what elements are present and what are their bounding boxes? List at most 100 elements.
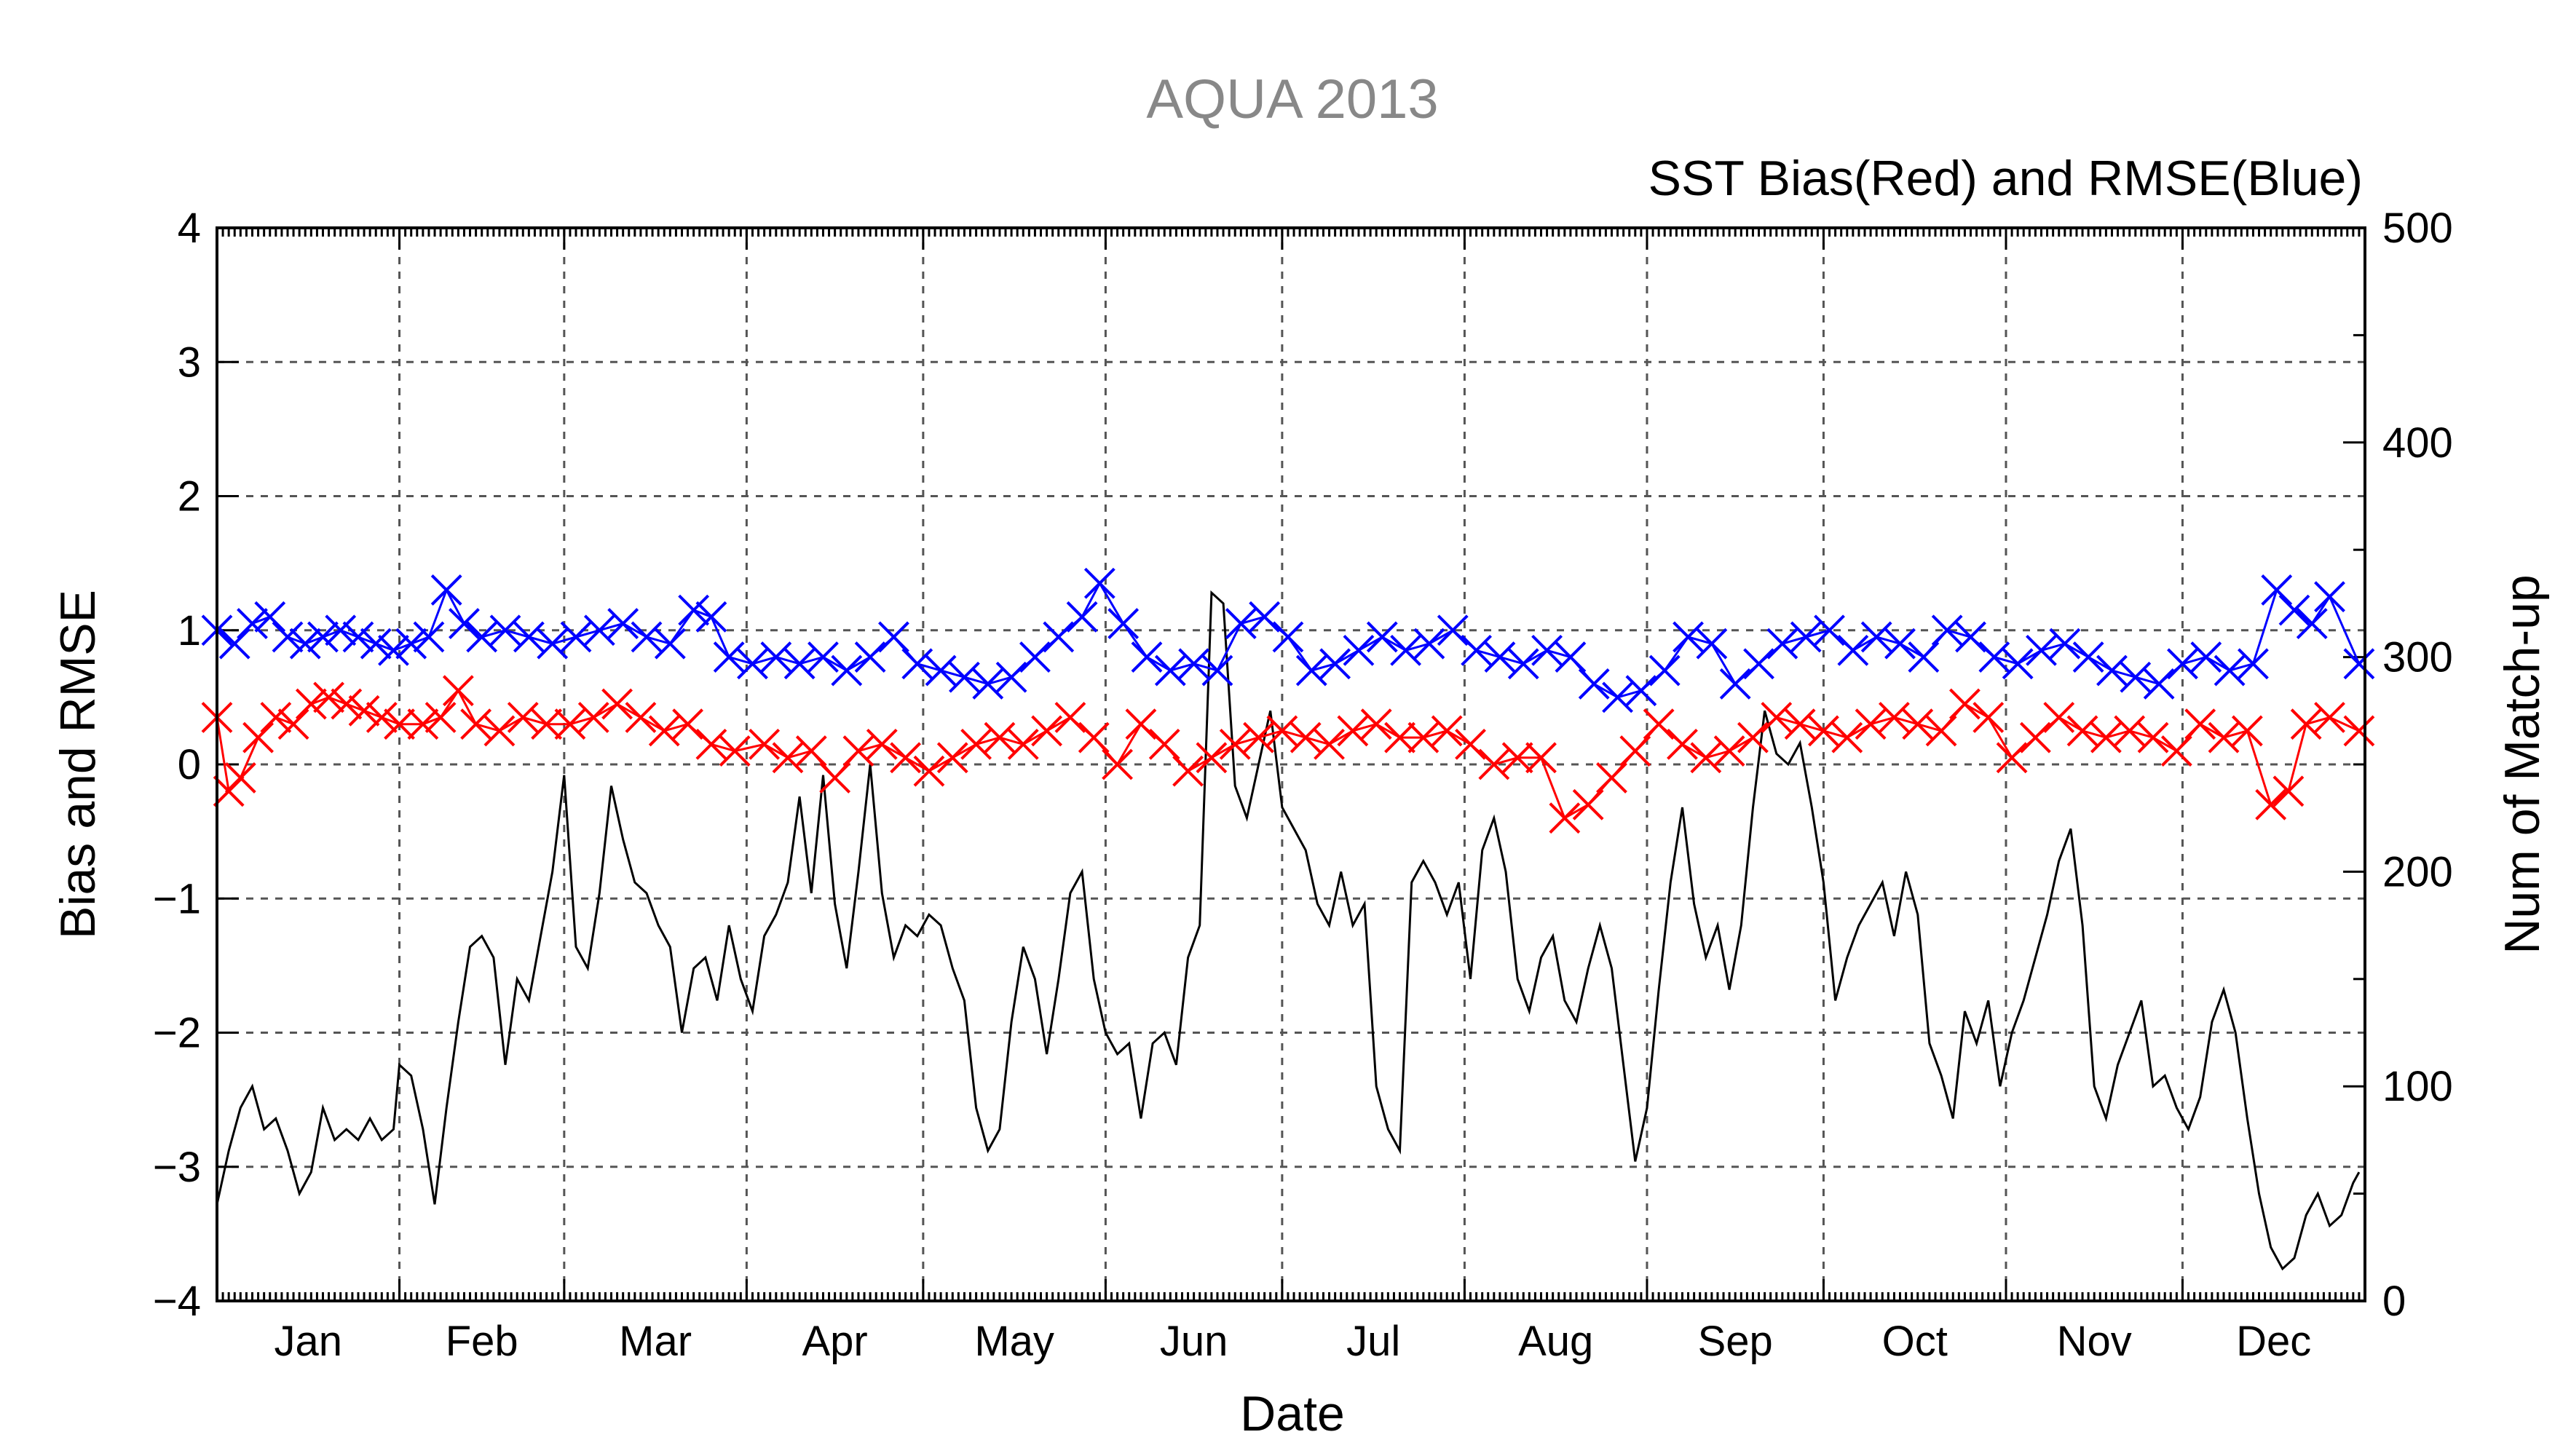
rmse-point (2072, 641, 2104, 673)
matchup-series (216, 590, 2361, 1271)
rmse-point (972, 668, 1004, 700)
rmse-point (1249, 601, 1281, 633)
bias-point (1619, 735, 1651, 767)
rmse-point (1743, 648, 1774, 680)
rmse-point (1955, 621, 1986, 653)
bias-point (577, 702, 609, 733)
bias-point (2090, 721, 2122, 753)
x-tick-label: Nov (2057, 1318, 2132, 1365)
x-tick-label: Dec (2236, 1318, 2311, 1365)
rmse-point (1154, 654, 1186, 687)
bias-point (1737, 721, 1769, 753)
bias-point (1879, 702, 1910, 733)
bias-point (554, 708, 586, 740)
bias-point (507, 702, 539, 733)
rmse-point (1555, 641, 1587, 673)
rmse-point (949, 661, 980, 693)
rmse-point (713, 641, 745, 673)
rmse-point (831, 654, 863, 687)
rmse-point (583, 614, 615, 646)
bias-point (1290, 721, 1322, 753)
bias-point (695, 728, 727, 760)
bias-point (601, 688, 633, 720)
rmse-point (2002, 648, 2034, 680)
x-tick-label: Jul (1346, 1318, 1400, 1365)
bias-point (819, 762, 851, 794)
bias-point (1007, 728, 1039, 760)
bias-point (1125, 708, 1157, 740)
bias-point (1761, 702, 1793, 733)
rmse-point (1648, 654, 1681, 687)
bias-point (1384, 721, 1415, 753)
y2-tick-label: 0 (2382, 1278, 2406, 1325)
y2-tick-label: 200 (2382, 848, 2453, 895)
x-tick-label: Aug (1518, 1318, 1593, 1365)
bias-point (407, 708, 439, 740)
rmse-point (2214, 654, 2246, 687)
rmse-point (1272, 621, 1304, 653)
bias-point (1501, 742, 1533, 774)
rmse-point (1319, 648, 1351, 680)
bias-point (1596, 762, 1627, 794)
bias-point (2114, 715, 2146, 747)
rmse-point (1625, 675, 1657, 707)
rmse-point (1837, 634, 1869, 666)
bias-point (890, 742, 922, 774)
rmse-point (654, 628, 686, 660)
bias-point (1855, 708, 1887, 740)
rmse-point (254, 601, 286, 633)
rmse-point (413, 621, 445, 653)
y-axis-label: Bias and RMSE (50, 590, 106, 939)
bias-point (2160, 735, 2192, 767)
rmse-point (695, 601, 727, 633)
bias-point (460, 708, 492, 740)
bias-point (984, 721, 1016, 753)
rmse-point (449, 608, 480, 639)
x-tick-label: Sep (1698, 1318, 1773, 1365)
bias-point (2184, 708, 2216, 740)
rmse-point (1295, 654, 1327, 687)
x-tick-label: Jan (275, 1318, 343, 1365)
bias-point (2137, 721, 2169, 753)
y-tick-label: −2 (153, 1010, 201, 1057)
bias-point (1808, 715, 1839, 747)
rmse-point (2026, 634, 2057, 666)
bias-point (313, 681, 344, 713)
bias-point (772, 742, 804, 774)
bias-point (242, 721, 274, 753)
x-tick-label: Apr (802, 1318, 867, 1365)
rmse-point (378, 634, 409, 666)
y-tick-label: 3 (178, 339, 201, 386)
rmse-point (2143, 668, 2175, 700)
rmse-point (466, 621, 498, 653)
rmse-point (1931, 614, 1963, 646)
y2-tick-label: 500 (2382, 205, 2453, 252)
bias-point (1196, 742, 1228, 774)
rmse-point (737, 648, 768, 680)
bias-point (295, 688, 327, 720)
y-tick-label: 2 (178, 473, 201, 521)
bias-point (1455, 728, 1486, 760)
rmse-point (1107, 608, 1140, 639)
bias-point (1054, 702, 1086, 733)
rmse-point (1201, 654, 1233, 687)
bias-point (1031, 715, 1063, 747)
bias-point (483, 715, 516, 747)
bias-point (2043, 702, 2075, 733)
rmse-point (1413, 628, 1445, 660)
bias-point (1219, 728, 1251, 760)
bias-point (866, 728, 898, 760)
rmse-point (607, 608, 639, 639)
rmse-point (2343, 648, 2375, 680)
rmse-point (1178, 648, 1210, 680)
plot-frame (216, 226, 2366, 1302)
bias-point (936, 742, 968, 774)
rmse-point (537, 628, 569, 660)
rmse-point (1814, 614, 1845, 646)
rmse-point (678, 594, 710, 626)
rmse-point (995, 661, 1027, 693)
rmse-point (395, 628, 427, 660)
rmse-point (560, 621, 592, 653)
y2-tick-label: 100 (2382, 1063, 2453, 1110)
rmse-point (1790, 621, 1822, 653)
